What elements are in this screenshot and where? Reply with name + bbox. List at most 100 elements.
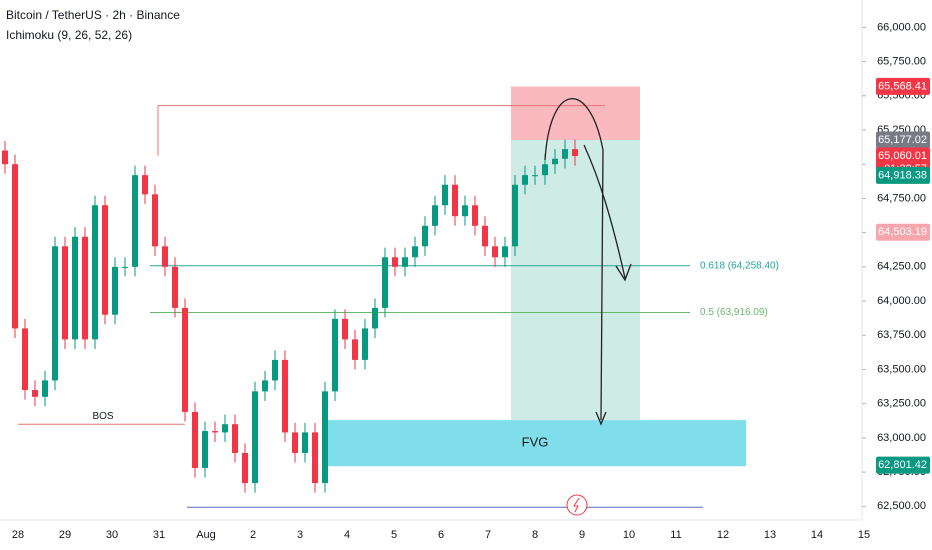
event-icon[interactable] bbox=[566, 494, 588, 516]
y-tick-label: 63,500.00 bbox=[877, 363, 926, 375]
candle-body bbox=[222, 424, 228, 433]
candle-body bbox=[372, 307, 378, 329]
fib-label: 0.618 (64,258.40) bbox=[700, 260, 779, 271]
price-badge bbox=[876, 456, 930, 474]
x-tick-label: 9 bbox=[579, 529, 585, 541]
x-tick-label: 2 bbox=[250, 529, 256, 541]
candle-body bbox=[352, 339, 358, 360]
x-tick-label: 14 bbox=[811, 529, 823, 541]
candle-body bbox=[202, 431, 208, 468]
x-tick-label: 15 bbox=[858, 529, 870, 541]
candle-body bbox=[522, 175, 528, 185]
candle-body bbox=[302, 432, 308, 453]
candle-body bbox=[342, 318, 348, 340]
candle-body bbox=[552, 158, 558, 165]
x-tick-label: 7 bbox=[485, 529, 491, 541]
x-tick-label: Aug bbox=[196, 529, 216, 541]
x-tick-label: 28 bbox=[12, 529, 24, 541]
candle-body bbox=[292, 432, 298, 453]
x-tick-label: 12 bbox=[717, 529, 729, 541]
candle-body bbox=[432, 205, 438, 226]
candle-body bbox=[502, 246, 508, 258]
candle-body bbox=[442, 184, 448, 206]
candle-body bbox=[402, 257, 408, 267]
x-tick-label: 10 bbox=[623, 529, 635, 541]
candle-body bbox=[172, 266, 178, 308]
chart-title: Bitcoin / TetherUS · 2h · Binance bbox=[6, 8, 180, 22]
candle-body bbox=[312, 432, 318, 484]
x-tick-label: 4 bbox=[344, 529, 350, 541]
price-badge-label: 65,568.41 bbox=[878, 80, 927, 92]
candle-body bbox=[102, 205, 108, 315]
x-tick-label: 5 bbox=[391, 529, 397, 541]
candle-body bbox=[262, 380, 268, 392]
price-badge-label: 65,060.01 bbox=[878, 150, 927, 162]
candle-body bbox=[542, 164, 548, 176]
candle-body bbox=[282, 359, 288, 433]
price-badge bbox=[876, 77, 930, 95]
candle-body bbox=[562, 149, 568, 159]
price-badge-label: 64,503.19 bbox=[878, 226, 927, 238]
candle-body bbox=[492, 246, 498, 258]
price-badge-label: 64,918.38 bbox=[878, 169, 927, 181]
candle-body bbox=[382, 257, 388, 308]
candle-body bbox=[82, 236, 88, 340]
fib-label: 0.5 (63,916.09) bbox=[700, 307, 768, 318]
candle-body bbox=[232, 424, 238, 453]
y-tick-label: 63,000.00 bbox=[877, 432, 926, 444]
candle-body bbox=[152, 194, 158, 247]
candle-body bbox=[182, 307, 188, 412]
candle-body bbox=[272, 359, 278, 381]
x-tick-label: 6 bbox=[438, 529, 444, 541]
candle-body bbox=[12, 164, 18, 329]
candle-body bbox=[332, 318, 338, 392]
candle-body bbox=[472, 205, 478, 226]
candle-body bbox=[192, 411, 198, 468]
candle-body bbox=[72, 236, 78, 340]
y-tick-label: 64,750.00 bbox=[877, 192, 926, 204]
x-tick-label: 31 bbox=[153, 529, 165, 541]
candle-body bbox=[422, 225, 428, 247]
price-badge bbox=[876, 223, 930, 241]
candle-body bbox=[462, 205, 468, 217]
y-tick-label: 63,750.00 bbox=[877, 329, 926, 341]
y-tick-label: 63,250.00 bbox=[877, 398, 926, 410]
y-tick-label: 62,500.00 bbox=[877, 500, 926, 512]
candle-body bbox=[162, 246, 168, 267]
fvg-box bbox=[325, 420, 746, 467]
candle-body bbox=[452, 184, 458, 217]
candle-body bbox=[2, 150, 8, 165]
candle-body bbox=[212, 431, 218, 433]
candle-body bbox=[242, 452, 248, 484]
candle-body bbox=[112, 266, 118, 315]
candle-body bbox=[512, 184, 518, 247]
x-tick-label: 8 bbox=[532, 529, 538, 541]
candle-body bbox=[362, 328, 368, 360]
x-tick-label: 13 bbox=[764, 529, 776, 541]
bos-label: BOS bbox=[92, 411, 113, 422]
y-tick-label: 65,750.00 bbox=[877, 55, 926, 67]
candle-body bbox=[252, 391, 258, 484]
candle-body bbox=[572, 149, 578, 156]
fvg-label: FVG bbox=[522, 435, 549, 450]
candle-body bbox=[42, 380, 48, 397]
candle-body bbox=[142, 175, 148, 195]
candle-body bbox=[412, 246, 418, 258]
candle-body bbox=[122, 266, 128, 268]
stop-zone bbox=[511, 86, 640, 140]
event-icon bbox=[573, 497, 580, 513]
arrow-head bbox=[595, 411, 607, 426]
target-zone bbox=[511, 139, 640, 421]
price-badge-label: 62,801.42 bbox=[878, 459, 927, 471]
price-badge bbox=[876, 131, 930, 149]
arrow bbox=[544, 98, 604, 421]
candle-body bbox=[392, 257, 398, 267]
x-tick-label: 30 bbox=[106, 529, 118, 541]
candle-body bbox=[132, 175, 138, 267]
y-tick-label: 64,000.00 bbox=[877, 295, 926, 307]
candle-body bbox=[92, 205, 98, 340]
arrow-head bbox=[615, 263, 632, 282]
y-tick-label: 66,000.00 bbox=[877, 21, 926, 33]
